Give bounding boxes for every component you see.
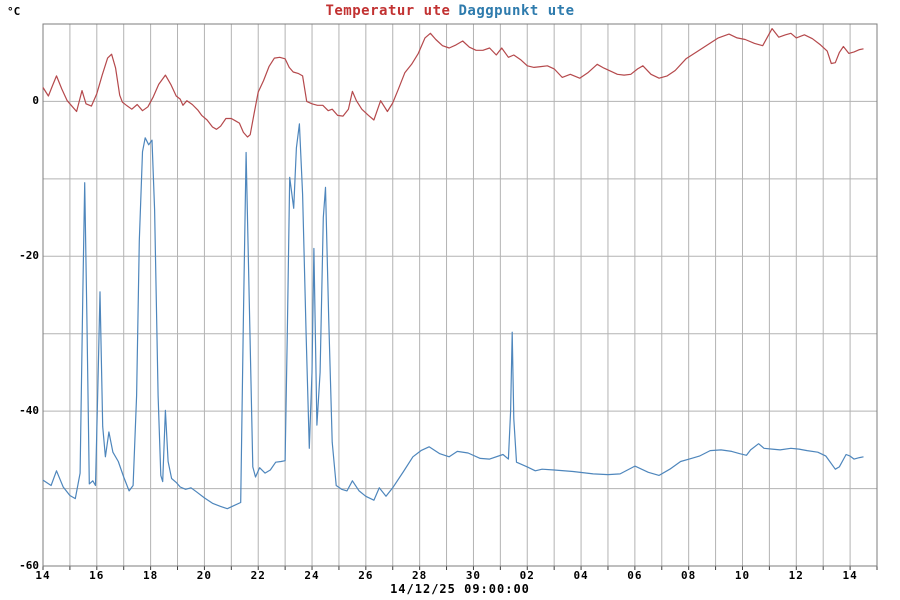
y-tick-label: -40 — [19, 404, 39, 418]
series-label-temperatur-ute: Temperatur ute — [325, 3, 451, 19]
y-axis-unit-label: °C — [7, 5, 21, 18]
x-tick-label: 16 — [89, 569, 105, 582]
x-tick-label: 12 — [788, 569, 804, 582]
series-label-daggpunkt-ute: Daggpunkt ute — [458, 3, 575, 19]
x-tick-label: 14 — [842, 569, 858, 582]
chart-title: Temperatur ute Daggpunkt ute — [0, 3, 900, 19]
x-tick-label: 30 — [465, 569, 482, 582]
x-tick-label: 22 — [250, 569, 266, 582]
plot-border — [42, 23, 878, 567]
x-tick-label: 02 — [519, 569, 535, 582]
timestamp-label: 14/12/25 09:00:00 — [390, 582, 530, 596]
x-tick-label: 18 — [142, 569, 159, 582]
x-tick-label: 24 — [304, 569, 320, 582]
x-tick-label: 04 — [573, 569, 589, 582]
x-tick-label: 14 — [35, 569, 51, 582]
x-tick-label: 20 — [196, 569, 213, 582]
y-tick-label: -20 — [19, 249, 39, 263]
x-tick-label: 26 — [358, 569, 374, 582]
series-line-temperatur-ute — [42, 28, 864, 138]
y-tick-label: -60 — [19, 559, 39, 572]
x-tick-label: 28 — [412, 569, 428, 582]
series-line-daggpunkt-ute — [42, 123, 864, 510]
x-tick-label: 06 — [627, 569, 643, 582]
y-tick-label: 0 — [32, 94, 39, 108]
x-tick-label: 08 — [681, 569, 697, 582]
x-tick-label: 10 — [734, 569, 751, 582]
